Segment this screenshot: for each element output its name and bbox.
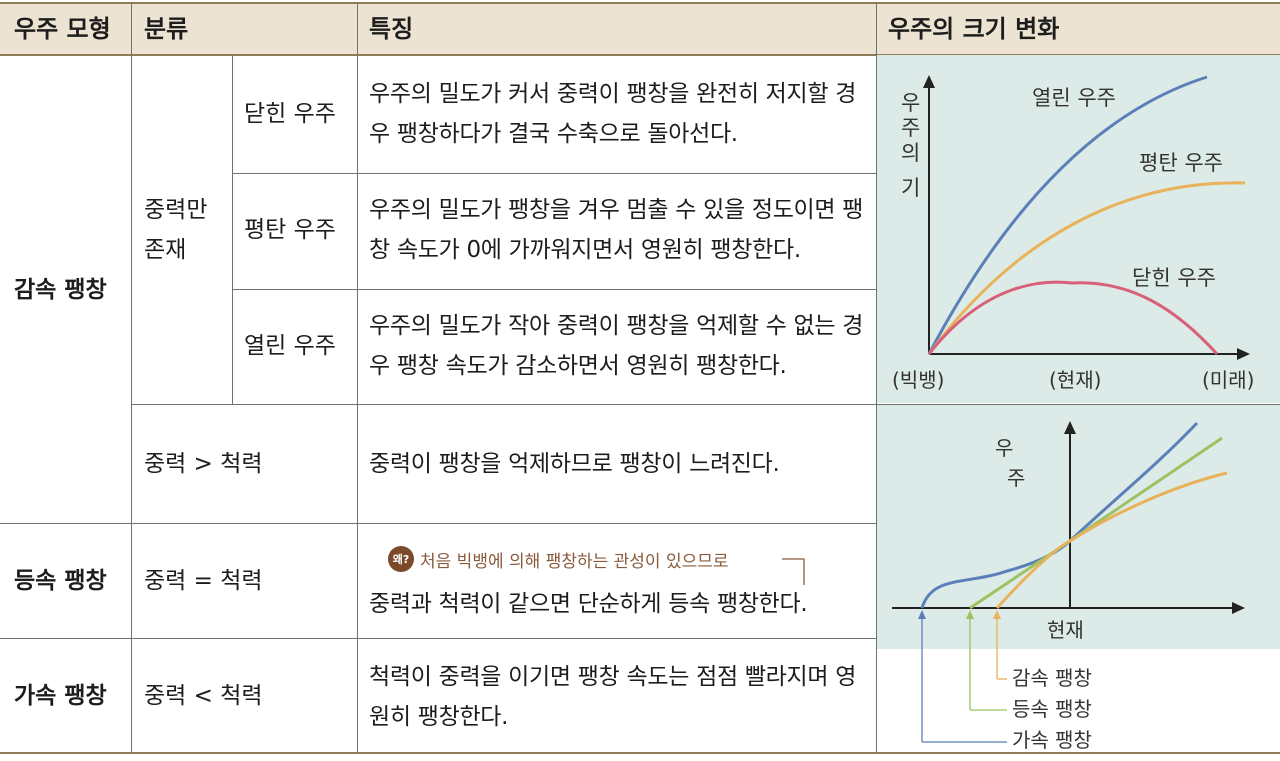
header-size-change: 우주의 크기 변화 bbox=[888, 4, 1060, 54]
divider bbox=[232, 289, 876, 290]
graph1-svg: 우 주 의 기 열린 우주 평탄 우주 닫힌 우주 (빅뱅) (현재) (미래) bbox=[892, 75, 1254, 392]
question-icon: 왜? bbox=[388, 546, 414, 572]
closed-universe-label: 닫힌 우주 bbox=[244, 101, 336, 127]
why-note-text: 처음 빅뱅에 의해 팽창하는 관성이 있으므로 bbox=[420, 551, 729, 572]
graph1-ylabel-2: 주 bbox=[901, 116, 920, 140]
model-decel-label: 감속 팽창 bbox=[14, 277, 107, 303]
accel-leader-arrow bbox=[918, 610, 926, 619]
graph2-svg: 우 주 현재 감속 팽창 등속 팽창 가속 팽창 bbox=[877, 405, 1280, 752]
closed-universe-desc: 우주의 밀도가 커서 중력이 팽창을 완전히 저지할 경우 팽창하다가 결국 수… bbox=[369, 81, 857, 147]
legend-decel: 감속 팽창 bbox=[1012, 666, 1092, 690]
decel-leader-arrow bbox=[993, 610, 1001, 619]
x-tick-future: (미래) bbox=[1202, 368, 1254, 392]
condition-gravity-gt: 중력 > 척력 bbox=[144, 451, 263, 477]
uniform-desc: 중력과 척력이 같으면 단순하게 등속 팽창한다. bbox=[369, 591, 808, 617]
legend-accel: 가속 팽창 bbox=[1012, 728, 1092, 752]
closed-curve-label: 닫힌 우주 bbox=[1132, 266, 1216, 290]
flat-universe-desc: 우주의 밀도가 팽창을 겨우 멈출 수 있을 정도이면 팽창 속도가 0에 가까… bbox=[369, 197, 864, 263]
bottom-rule bbox=[0, 752, 1280, 754]
header-rule bbox=[0, 54, 1280, 56]
open-curve-label: 열린 우주 bbox=[1032, 86, 1116, 110]
divider bbox=[131, 4, 132, 752]
header-model: 우주 모형 bbox=[14, 4, 111, 54]
graph2-xlabel: 현재 bbox=[1047, 618, 1084, 642]
graph-closed-flat-open: 우 주 의 기 열린 우주 평탄 우주 닫힌 우주 (빅뱅) (현재) (미래) bbox=[877, 55, 1280, 403]
divider bbox=[232, 173, 876, 174]
accel-desc: 척력이 중력을 이기면 팽창 속도는 점점 빨라지며 영원히 팽창한다. bbox=[369, 664, 857, 730]
divider bbox=[131, 404, 1280, 405]
gravity-only-label: 중력만 존재 bbox=[144, 197, 208, 263]
graph2-x-arrow bbox=[1232, 602, 1245, 614]
condition-gravity-lt: 중력 < 척력 bbox=[144, 683, 263, 709]
graph2-y-arrow bbox=[1064, 421, 1076, 434]
top-rule bbox=[0, 2, 1280, 4]
table-header-row bbox=[0, 4, 1280, 54]
header-category: 분류 bbox=[144, 4, 189, 54]
legend-uniform: 등속 팽창 bbox=[1012, 697, 1092, 721]
divider bbox=[876, 4, 877, 752]
divider bbox=[0, 523, 876, 524]
graph1-y-arrow bbox=[923, 75, 935, 88]
model-uniform-label: 등속 팽창 bbox=[14, 568, 107, 594]
graph1-x-arrow bbox=[1237, 348, 1250, 360]
graph2-background bbox=[877, 405, 1280, 649]
graph1-ylabel-3: 의 bbox=[901, 141, 920, 165]
graph2-ylabel-1: 우 bbox=[995, 436, 1013, 460]
divider bbox=[357, 4, 358, 752]
gravity-gt-desc: 중력이 팽창을 억제하므로 팽창이 느려진다. bbox=[369, 451, 780, 477]
x-tick-bigbang: (빅뱅) bbox=[892, 368, 944, 392]
why-note: 왜? 처음 빅뱅에 의해 팽창하는 관성이 있으므로 bbox=[388, 546, 729, 572]
flat-universe-label: 평탄 우주 bbox=[244, 217, 336, 243]
graph2-ylabel-2: 주 bbox=[1007, 466, 1025, 490]
header-feature: 특징 bbox=[369, 4, 414, 54]
open-universe-desc: 우주의 밀도가 작아 중력이 팽창을 억제할 수 없는 경우 팽창 속도가 감소… bbox=[369, 313, 864, 379]
flat-curve-label: 평탄 우주 bbox=[1139, 151, 1223, 175]
graph1-ylabel-1: 우 bbox=[901, 91, 920, 115]
note-connector bbox=[782, 558, 805, 585]
graph1-ylabel-4: 기 bbox=[901, 176, 920, 200]
divider bbox=[232, 56, 233, 404]
uniform-leader-arrow bbox=[966, 610, 974, 619]
model-accel-label: 가속 팽창 bbox=[14, 683, 107, 709]
open-universe-label: 열린 우주 bbox=[244, 333, 336, 359]
closed-curve bbox=[927, 280, 1219, 356]
condition-gravity-eq: 중력 = 척력 bbox=[144, 568, 263, 594]
divider bbox=[0, 638, 876, 639]
x-tick-present: (현재) bbox=[1049, 368, 1101, 392]
open-curve bbox=[927, 75, 1208, 355]
graph-expansion-types: 우 주 현재 감속 팽창 등속 팽창 가속 팽창 bbox=[877, 405, 1280, 757]
flat-curve bbox=[927, 181, 1246, 355]
decel-curve bbox=[995, 471, 1228, 610]
